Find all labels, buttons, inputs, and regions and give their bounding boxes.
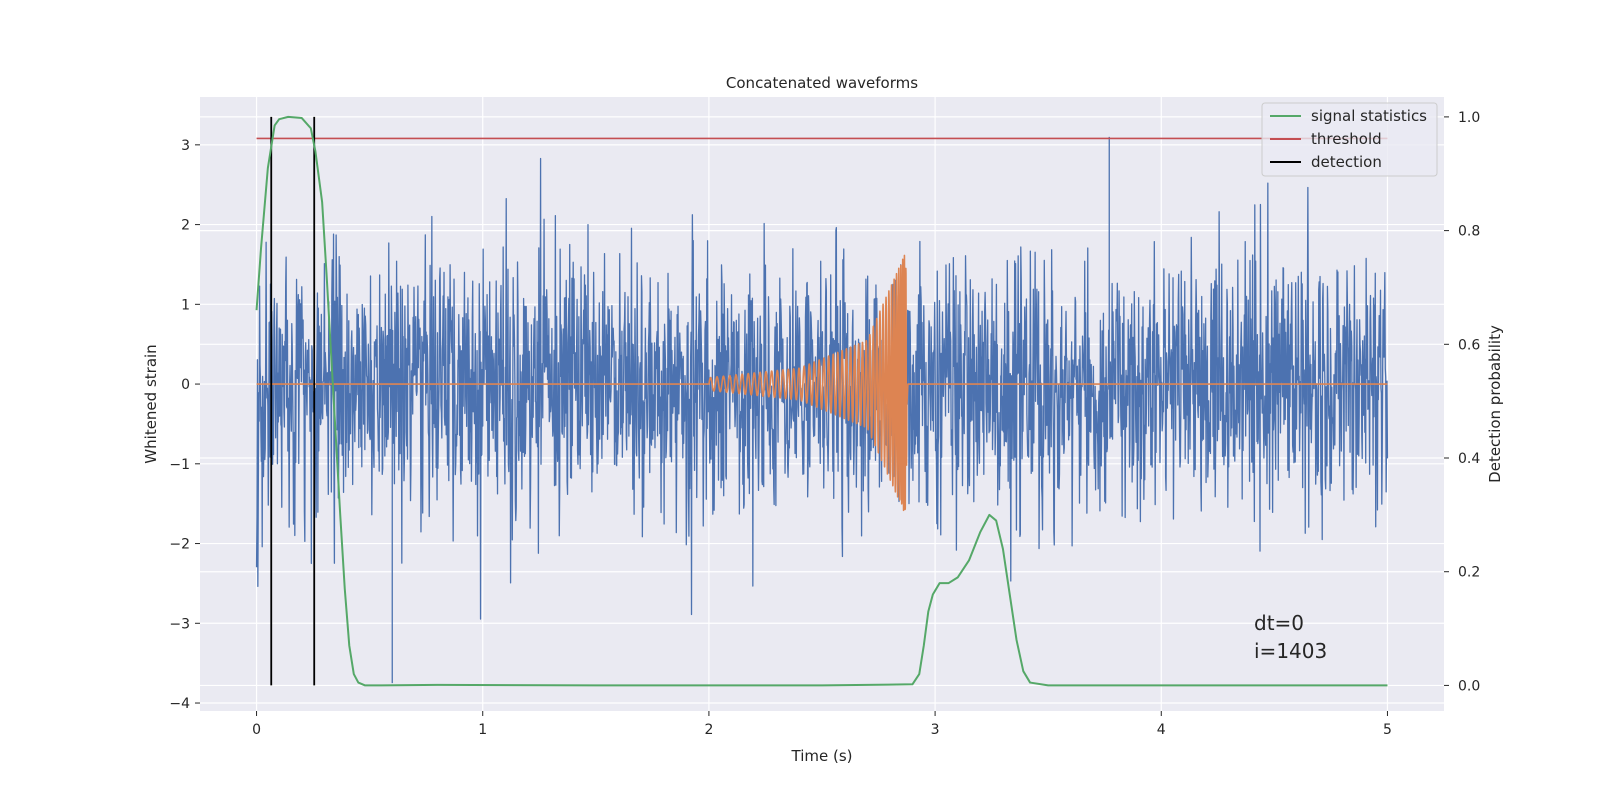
legend-label-signal-statistics: signal statistics <box>1311 107 1427 125</box>
y-tick-label: −1 <box>169 457 190 473</box>
x-tick-label: 1 <box>478 722 487 738</box>
x-tick-label: 4 <box>1157 722 1166 738</box>
x-tick-label: 5 <box>1383 722 1392 738</box>
y-right-tick-label: 0.6 <box>1458 337 1480 353</box>
y-axis-label-right: Detection probability <box>1486 325 1504 483</box>
y-right-tick-label: 0.0 <box>1458 678 1480 694</box>
annotation-i: i=1403 <box>1254 639 1327 663</box>
signal-statistics-line <box>255 115 1388 687</box>
x-tick-label: 2 <box>704 722 713 738</box>
annotation-dt: dt=0 <box>1254 611 1304 635</box>
x-tick-label: 3 <box>931 722 940 738</box>
y-axis-label: Whitened strain <box>142 344 160 463</box>
legend-box <box>1261 102 1438 177</box>
legend-label-threshold: threshold <box>1311 130 1382 148</box>
y-tick-label: −3 <box>169 616 190 632</box>
x-tick-label: 0 <box>252 722 261 738</box>
y-right-tick-label: 0.8 <box>1458 224 1480 240</box>
y-tick-label: 2 <box>181 218 190 234</box>
y-tick-label: −4 <box>169 696 190 712</box>
tick-layer: 0 1 2 3 4 5 −4 −3 −2 −1 0 1 2 3 0.0 0.2 0.4 0.6 0.8 1.0 <box>169 110 1480 738</box>
y-tick-label: 3 <box>181 138 190 154</box>
strain-series-line <box>255 136 1389 684</box>
chirp-series-line <box>256 254 1388 512</box>
x-axis-label: Time (s) <box>791 747 853 765</box>
chart-title: Concatenated waveforms <box>726 74 918 92</box>
legend-label-detection: detection <box>1311 153 1382 171</box>
y-tick-label: 1 <box>181 297 190 313</box>
y-tick-label: −2 <box>169 537 190 553</box>
series-layer <box>255 115 1389 687</box>
y-tick-label: 0 <box>181 377 190 393</box>
legend: signal statistics threshold detection <box>1261 102 1438 177</box>
y-right-tick-label: 0.2 <box>1458 565 1480 581</box>
y-right-tick-label: 0.4 <box>1458 451 1480 467</box>
y-right-tick-label: 1.0 <box>1458 110 1480 126</box>
